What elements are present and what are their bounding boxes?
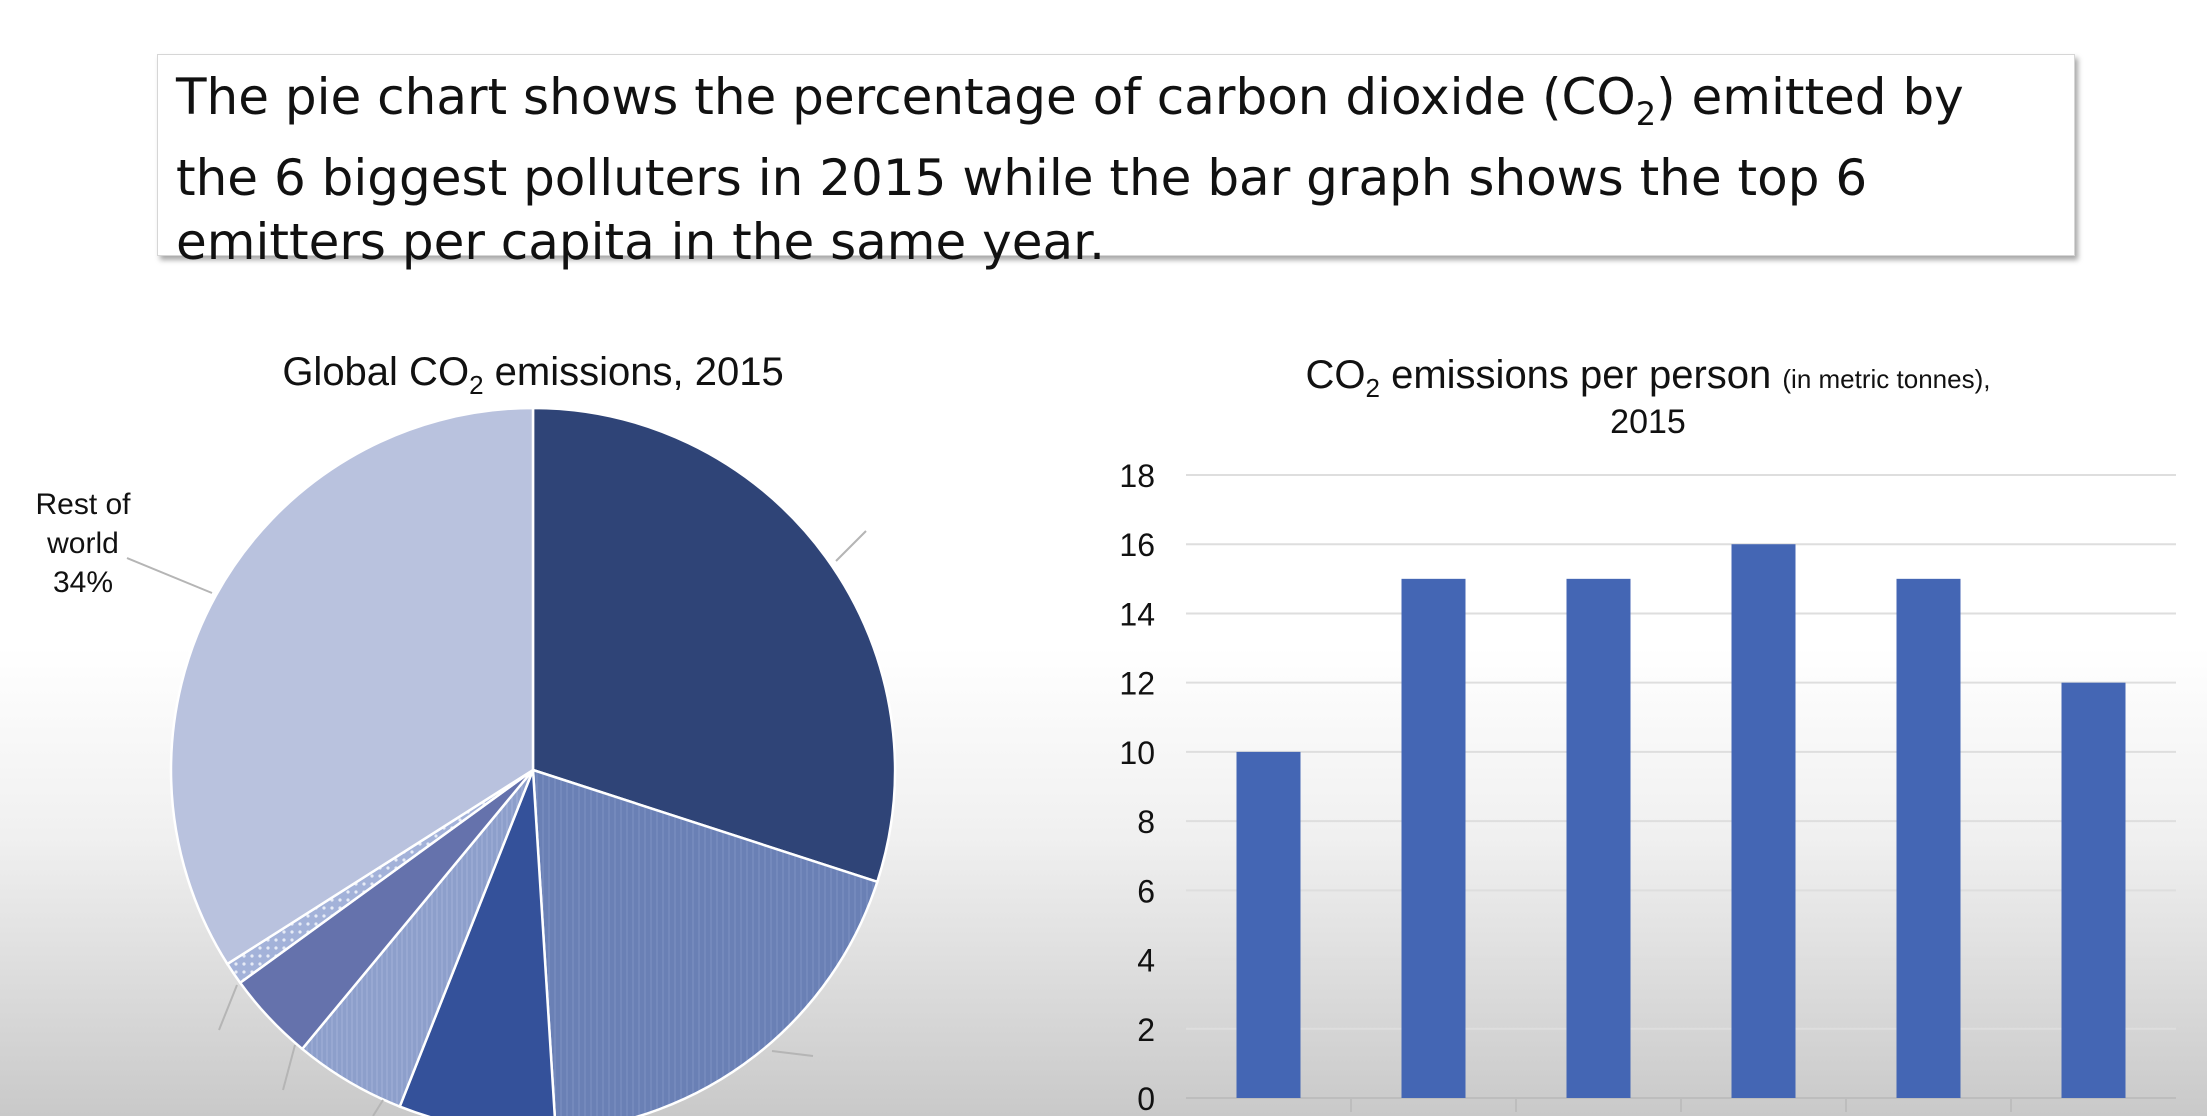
caption-part1: The pie chart shows the percentage of ca…	[176, 68, 1636, 126]
bar-title-prefix: CO	[1306, 353, 1366, 397]
caption-text: The pie chart shows the percentage of ca…	[176, 65, 2056, 274]
leader-line-3	[218, 984, 238, 1031]
leader-line-5	[372, 1099, 384, 1116]
bar-title-suffix: emissions per person	[1380, 353, 1782, 397]
bar-5	[1896, 578, 1961, 1098]
pie-chart: Global CO2 emissions, 2015 Rest of world…	[35, 350, 897, 1116]
pie-leader-lines	[126, 530, 867, 1116]
caption-subscript: 2	[1635, 95, 1657, 133]
pie-label-rest: Rest of world 34%	[35, 488, 131, 599]
pie-title: Global CO2 emissions, 2015	[282, 350, 783, 400]
pie-slice-7	[169, 406, 535, 966]
leader-line-1	[835, 530, 867, 562]
pie-slice-3	[398, 769, 557, 1116]
bar-6	[2061, 682, 2126, 1098]
pie-title-suffix: emissions, 2015	[484, 350, 784, 394]
bar-2	[1401, 578, 1466, 1098]
caption-box: The pie chart shows the percentage of ca…	[157, 54, 2075, 271]
pie-label-rest-line1: Rest of	[35, 488, 131, 521]
bar-1	[1236, 751, 1301, 1098]
bar-y-tick-label: 0	[1137, 1081, 1155, 1116]
pie-label-rest-line2: world	[46, 527, 119, 560]
leader-line-4	[282, 1044, 296, 1091]
bar-chart: CO2 emissions per person (in metric tonn…	[1119, 353, 2176, 1116]
leader-line-rest	[126, 557, 213, 594]
bar-title-line1: CO2 emissions per person (in metric tonn…	[1306, 353, 1991, 403]
pie-slices	[169, 406, 897, 1116]
bar-y-tick-label: 12	[1119, 666, 1155, 702]
bar-y-tick-label: 10	[1119, 735, 1155, 771]
pie-title-prefix: Global CO	[282, 350, 469, 394]
bar-y-tick-label: 6	[1137, 873, 1155, 909]
bar-y-ticks: 0 2 4 6 8 10 12 14 16 18	[1119, 458, 1155, 1116]
pie-slice-1	[531, 406, 897, 884]
bar-title-sub: 2	[1366, 373, 1380, 403]
bar-title-line2: 2015	[1610, 403, 1686, 441]
bar-y-tick-label: 16	[1119, 527, 1155, 563]
pie-slice-2	[531, 768, 879, 1116]
pie-label-rest-pct: 34%	[53, 566, 113, 599]
bar-3	[1566, 578, 1631, 1098]
bar-y-tick-label: 14	[1119, 596, 1155, 632]
bar-y-tick-label: 2	[1137, 1012, 1155, 1048]
bar-4	[1731, 544, 1796, 1098]
leader-line-2	[771, 1050, 814, 1057]
bar-y-tick-label: 18	[1119, 458, 1155, 494]
bar-y-tick-label: 4	[1137, 943, 1155, 979]
caption-part2: ) emitted by the 6 biggest polluters in …	[176, 68, 1964, 271]
bar-gridlines	[1186, 474, 2176, 1112]
bar-bars	[1236, 544, 2126, 1098]
pie-title-sub: 2	[469, 370, 483, 400]
bar-y-tick-label: 8	[1137, 804, 1155, 840]
bar-title-small: (in metric tonnes),	[1782, 364, 1990, 394]
